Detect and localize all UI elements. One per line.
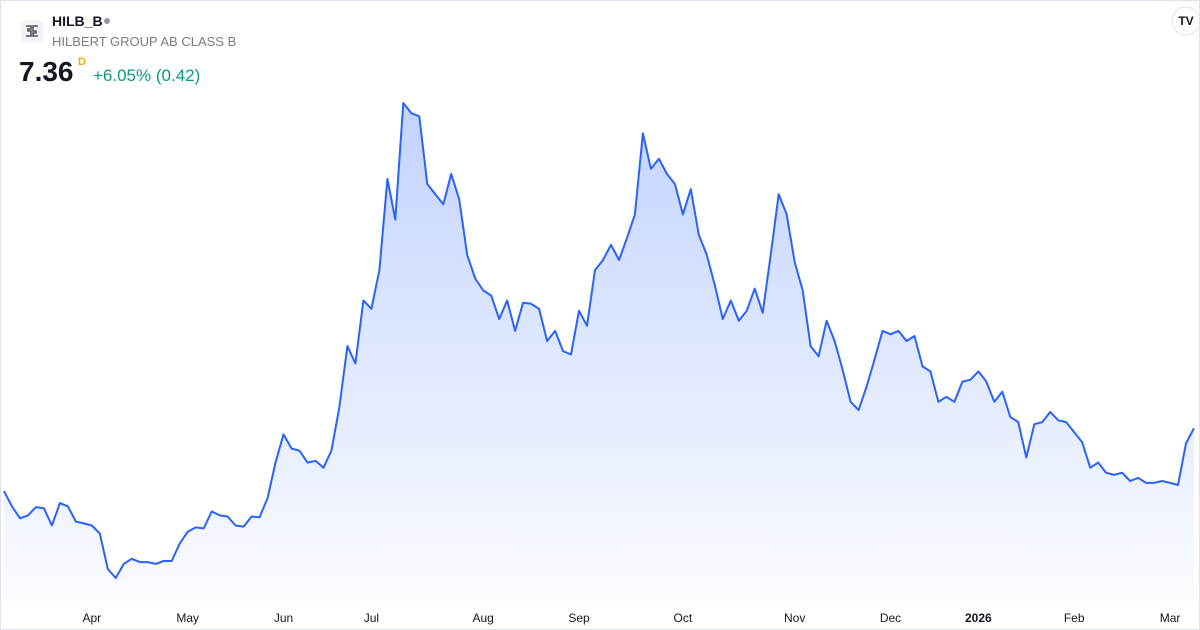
- x-tick-label: May: [176, 611, 199, 625]
- company-name: HILBERT GROUP AB CLASS B: [52, 34, 237, 49]
- change: +6.05% (0.42): [93, 66, 201, 85]
- x-tick-label: Mar: [1160, 611, 1181, 625]
- x-tick-label: Dec: [880, 611, 901, 625]
- price-line: [3, 102, 1195, 579]
- logo: [21, 20, 43, 42]
- interval: D: [78, 56, 86, 68]
- x-tick-label: Apr: [83, 611, 102, 625]
- svg-text:TV: TV: [1178, 14, 1193, 28]
- x-tick-label: Aug: [473, 611, 494, 625]
- price: 7.36: [19, 56, 74, 87]
- symbol[interactable]: HILB_B: [52, 13, 103, 29]
- x-tick-label: Sep: [568, 611, 590, 625]
- brand-button[interactable]: TV: [1171, 6, 1199, 36]
- x-tick-label: Jun: [274, 611, 293, 625]
- x-tick-label: Feb: [1064, 611, 1085, 625]
- x-tick-label: Oct: [674, 611, 693, 625]
- x-tick-label: Nov: [784, 611, 805, 625]
- x-tick-label: Jul: [364, 611, 379, 625]
- area-fill: [4, 103, 1194, 601]
- x-tick-label: 2026: [965, 611, 992, 625]
- status-dot: [104, 18, 110, 24]
